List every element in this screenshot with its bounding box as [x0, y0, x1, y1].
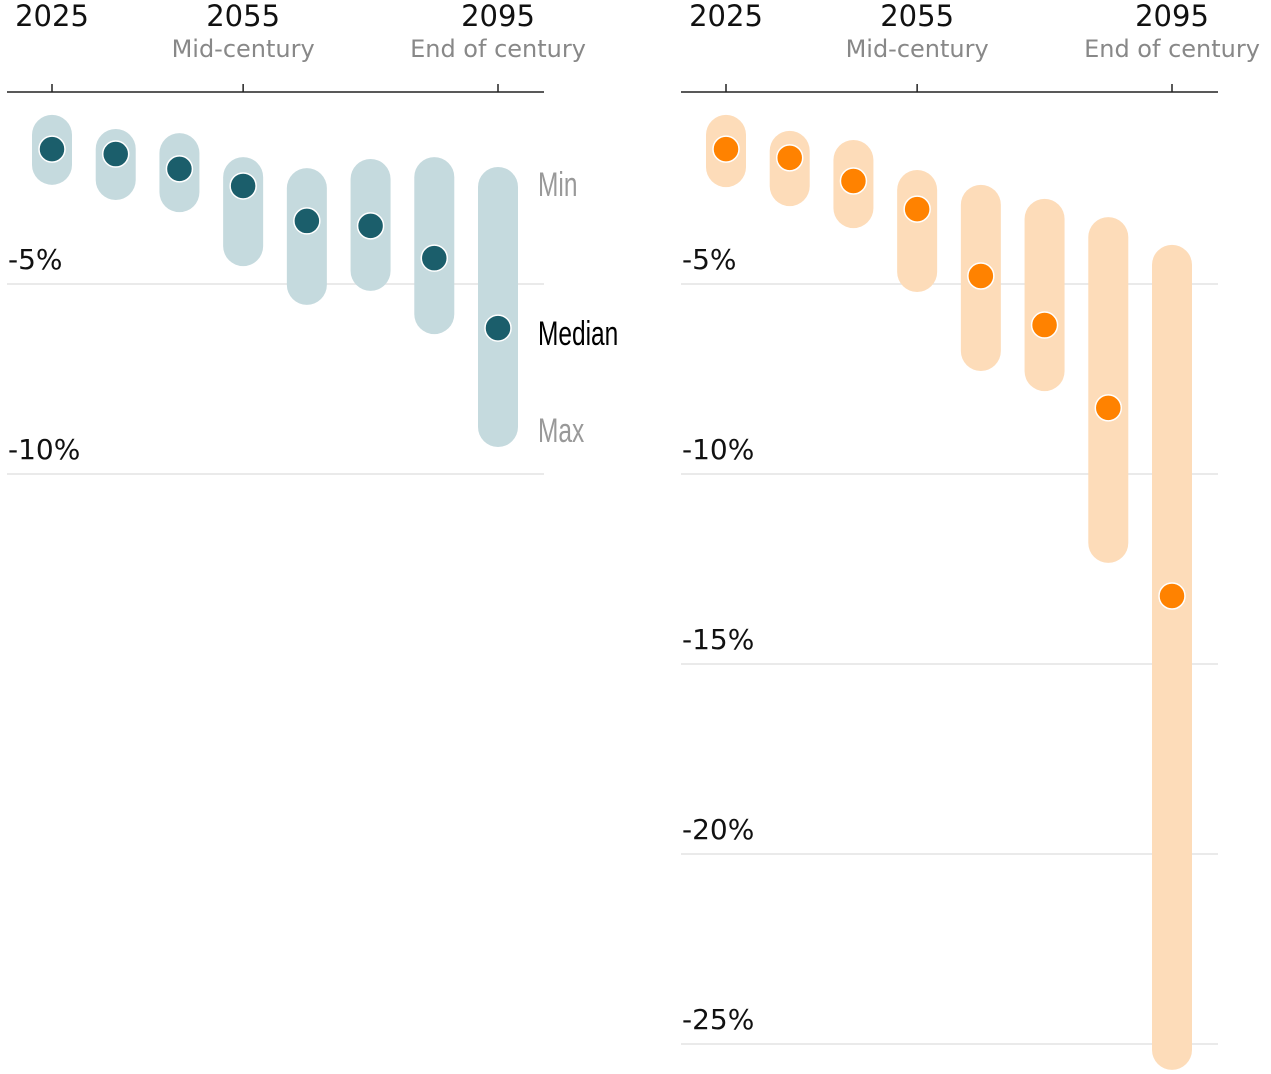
median-dot: [165, 155, 194, 183]
x-tick-note: End of century: [410, 35, 586, 63]
y-tick-label: -15%: [682, 623, 754, 656]
y-tick-label: -20%: [682, 813, 754, 846]
x-tick-label: 2095: [461, 0, 535, 33]
median-dot: [38, 135, 66, 163]
range-bar: [1152, 244, 1192, 1070]
y-tick-label: -5%: [8, 243, 63, 276]
median-dot: [484, 314, 512, 342]
median-dot: [229, 172, 257, 200]
x-tick-label: 2055: [206, 0, 280, 33]
range-bar: [897, 170, 938, 292]
median-dot: [967, 262, 995, 290]
range-label-median: Median: [538, 315, 618, 353]
y-tick-label: -5%: [682, 243, 737, 276]
range-bar: [1088, 217, 1129, 563]
range-bar: [286, 168, 327, 305]
range-bar: [1024, 198, 1065, 392]
median-dot: [775, 144, 804, 172]
x-tick-label: 2025: [15, 0, 89, 33]
range-bar: [478, 166, 518, 448]
x-tick-note: Mid-century: [172, 35, 315, 63]
y-tick-label: -10%: [682, 433, 754, 466]
median-dot: [1030, 311, 1059, 339]
median-dot: [1158, 582, 1186, 610]
x-tick-label: 2095: [1135, 0, 1209, 33]
median-dot: [101, 140, 130, 168]
median-dot: [1094, 394, 1123, 422]
median-dot: [356, 212, 385, 240]
y-tick-label: -10%: [8, 433, 80, 466]
range-label-max: Max: [538, 412, 584, 450]
x-tick-label: 2025: [689, 0, 763, 33]
x-tick-note: Mid-century: [846, 35, 989, 63]
median-dot: [903, 195, 931, 223]
median-dot: [420, 244, 449, 272]
x-tick-label: 2055: [880, 0, 954, 33]
median-dot: [712, 135, 740, 163]
y-tick-label: -25%: [682, 1003, 754, 1036]
median-dot: [293, 207, 321, 235]
range-label-min: Min: [538, 166, 577, 204]
x-tick-note: End of century: [1084, 35, 1260, 63]
median-dot: [839, 167, 868, 195]
